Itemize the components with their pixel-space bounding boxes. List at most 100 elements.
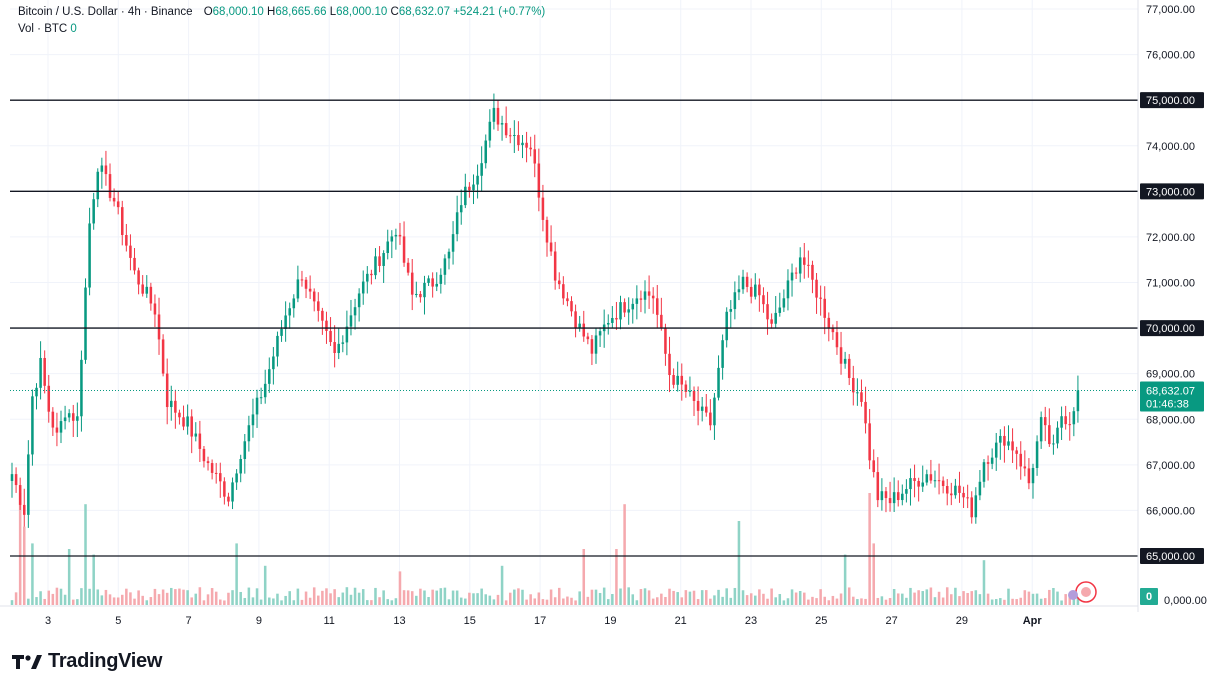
candle-body bbox=[606, 322, 610, 325]
candle-body bbox=[713, 397, 716, 426]
candle-body bbox=[660, 314, 663, 328]
date-tick-label: 27 bbox=[885, 615, 897, 627]
candle-body bbox=[958, 485, 961, 493]
chart-grid bbox=[10, 0, 1138, 606]
volume-bar bbox=[186, 590, 189, 605]
candle-body bbox=[696, 400, 700, 411]
volume-bar bbox=[668, 588, 671, 605]
volume-bar bbox=[913, 592, 916, 605]
volume-bar bbox=[382, 590, 385, 605]
candle-body bbox=[96, 171, 100, 200]
volume-bar bbox=[705, 590, 708, 605]
last-price-label: 68,632.07 bbox=[1146, 385, 1195, 397]
volume-bar bbox=[623, 504, 626, 605]
candle-body bbox=[1056, 427, 1059, 444]
volume-bar bbox=[1048, 589, 1051, 605]
candle-body bbox=[892, 492, 896, 504]
candle-body bbox=[562, 284, 565, 299]
high-label: H bbox=[267, 6, 276, 18]
volume-bar bbox=[353, 587, 357, 605]
candle-body bbox=[304, 279, 308, 289]
volume-bar bbox=[378, 597, 381, 605]
price-axis[interactable]: 77,000.00 76,000.00 75,000.00 74,000.00 73,0… bbox=[1137, 0, 1207, 612]
volume-bar bbox=[778, 594, 782, 605]
volume-header[interactable]: Vol · BTC 0 bbox=[18, 23, 77, 35]
candle-body bbox=[182, 417, 185, 427]
symbol-header[interactable]: Bitcoin / U.S. Dollar · 4h · Binance O68… bbox=[18, 6, 545, 18]
volume-bar bbox=[982, 560, 986, 605]
candle-body bbox=[831, 327, 835, 333]
volume-bar bbox=[786, 598, 790, 605]
volume-bar bbox=[1031, 593, 1035, 605]
volume-bar bbox=[905, 597, 908, 605]
volume-bar bbox=[194, 593, 198, 605]
candle-body bbox=[247, 425, 251, 442]
volume-bar bbox=[174, 589, 177, 605]
candle-body bbox=[868, 423, 871, 461]
candle-body bbox=[986, 462, 990, 464]
horizontal-levels[interactable] bbox=[10, 99, 1138, 557]
volume-bar bbox=[696, 599, 700, 605]
volume-bar bbox=[741, 590, 745, 605]
date-tick-label: 21 bbox=[675, 615, 687, 627]
volume-bar bbox=[268, 597, 271, 605]
volume-bar bbox=[651, 598, 655, 605]
low-value: 68,000.10 bbox=[336, 6, 388, 18]
volume-bar bbox=[18, 493, 22, 605]
volume-bar bbox=[157, 594, 161, 605]
candle-body bbox=[484, 140, 488, 164]
volume-bar bbox=[566, 596, 569, 605]
candle-body bbox=[435, 283, 438, 287]
candle-body bbox=[680, 375, 684, 385]
volume-bar bbox=[803, 592, 806, 605]
volume-bar bbox=[586, 596, 590, 605]
volume-bar bbox=[619, 588, 622, 605]
volume-bar bbox=[864, 598, 867, 605]
date-tick-label: 29 bbox=[956, 615, 968, 627]
candle-body bbox=[259, 397, 263, 399]
candle-body bbox=[754, 284, 757, 297]
volume-bar bbox=[901, 593, 904, 605]
volume-bar bbox=[611, 594, 614, 605]
volume-bar bbox=[700, 590, 704, 605]
volume-bar bbox=[1043, 598, 1047, 605]
candle-body bbox=[590, 339, 594, 354]
volume-bar bbox=[798, 591, 802, 605]
candle-body bbox=[153, 303, 157, 315]
volume-bar bbox=[137, 590, 140, 605]
candle-body bbox=[721, 340, 724, 368]
price-tick-label: 77,000.00 bbox=[1146, 4, 1195, 16]
date-axis[interactable]: 3 5 7 9 11 13 15 17 19 21 23 25 27 29 Apr bbox=[0, 605, 1138, 627]
candle-body bbox=[994, 442, 998, 458]
candle-body bbox=[31, 396, 34, 455]
volume-bar bbox=[937, 591, 941, 605]
price-tick-label: 0,000.00 bbox=[1164, 595, 1207, 607]
flag-icon[interactable] bbox=[1068, 581, 1097, 603]
candle-body bbox=[807, 264, 810, 266]
candle-body bbox=[929, 474, 933, 481]
candle-body bbox=[692, 390, 696, 401]
candle-body bbox=[545, 219, 549, 243]
volume-bar bbox=[480, 588, 483, 605]
candle-body bbox=[525, 142, 528, 148]
price-tick-label: 74,000.00 bbox=[1146, 141, 1195, 153]
volume-bar bbox=[517, 588, 520, 605]
candle-body bbox=[308, 288, 312, 292]
candle-body bbox=[860, 392, 863, 402]
candle-body bbox=[982, 462, 986, 482]
candle-body bbox=[161, 339, 165, 374]
tradingview-logo[interactable]: TradingView bbox=[12, 650, 162, 673]
volume-bar bbox=[692, 590, 696, 605]
candle-body bbox=[537, 163, 541, 198]
candle-body bbox=[55, 427, 59, 433]
volume-bar bbox=[439, 588, 443, 605]
candle-body bbox=[586, 336, 590, 340]
tradingview-logo-icon bbox=[12, 654, 42, 669]
candle-body bbox=[1035, 441, 1039, 468]
volume-bar bbox=[165, 592, 169, 605]
candle-body bbox=[464, 186, 467, 206]
volume-bar bbox=[615, 549, 618, 605]
candle-body bbox=[312, 291, 316, 302]
candle-body bbox=[321, 310, 324, 321]
